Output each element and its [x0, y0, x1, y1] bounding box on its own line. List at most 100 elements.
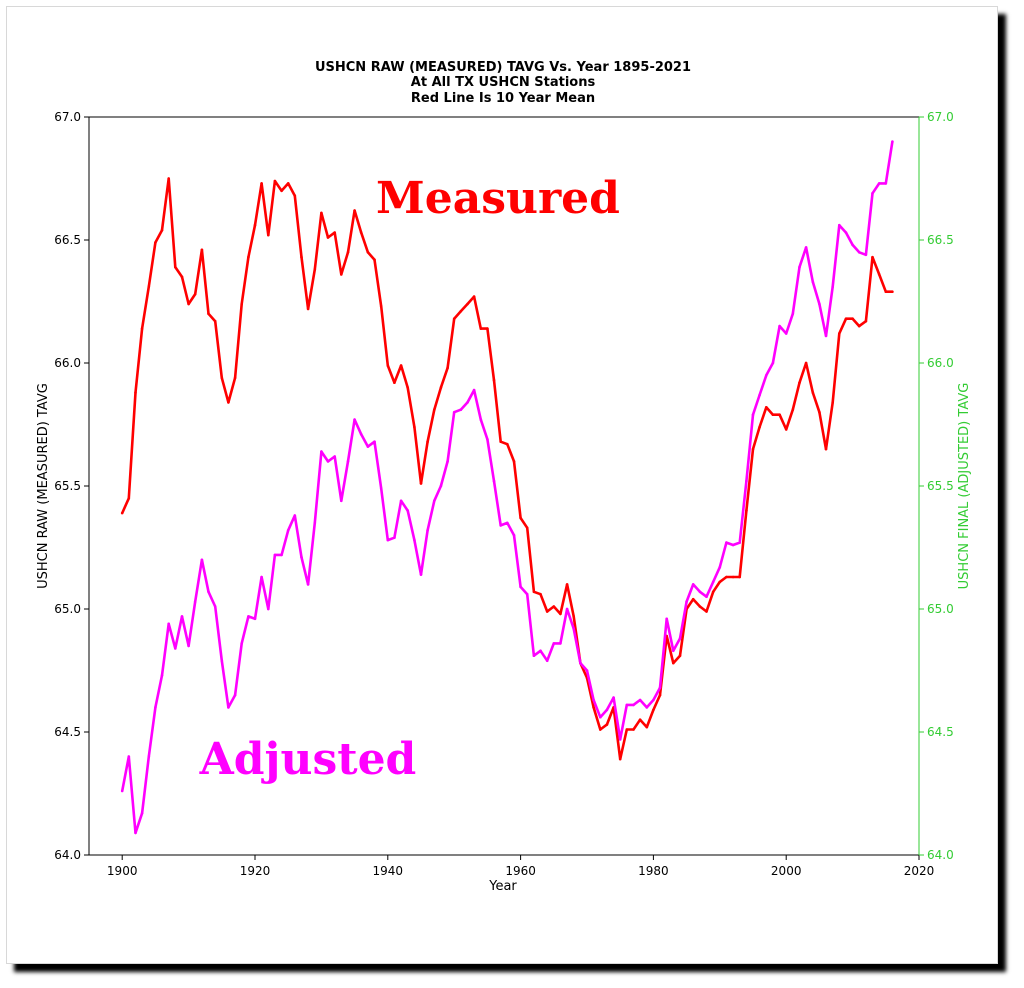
- measured-point: [625, 728, 629, 731]
- left-y-tick-label: 66.5: [54, 233, 81, 247]
- measured-point: [280, 189, 283, 193]
- measured-point: [366, 251, 370, 254]
- chart-title-line-3: Red Line Is 10 Year Mean: [411, 91, 595, 106]
- measured-point: [831, 401, 834, 404]
- measured-point: [373, 258, 376, 262]
- x-axis-label: Year: [488, 879, 517, 894]
- adjusted-point: [605, 708, 609, 712]
- chart-title-line-2: At All TX USHCN Stations: [411, 75, 596, 90]
- measured-point: [120, 511, 124, 515]
- measured-point: [213, 319, 217, 323]
- adjusted-point: [877, 182, 881, 185]
- measured-point: [393, 381, 396, 385]
- adjusted-point: [174, 647, 177, 650]
- measured-point: [160, 228, 164, 232]
- measured-point: [200, 248, 204, 252]
- adjusted-point: [180, 615, 184, 618]
- adjusted-point: [320, 450, 323, 453]
- adjusted-point: [745, 479, 748, 483]
- measured-point: [711, 590, 715, 594]
- measured-point: [512, 460, 516, 463]
- measured-point: [678, 654, 682, 657]
- adjusted-point: [472, 388, 476, 392]
- adjusted-point: [439, 484, 443, 488]
- measured-point: [359, 231, 363, 234]
- adjusted-point: [778, 324, 781, 328]
- adjusted-point: [359, 433, 363, 436]
- measured-point: [293, 194, 297, 197]
- adjusted-point: [313, 521, 317, 525]
- right-y-tick-label: 64.5: [927, 725, 954, 739]
- adjusted-point: [565, 607, 569, 611]
- adjusted-point: [725, 541, 728, 544]
- adjusted-point: [160, 674, 164, 677]
- measured-point: [559, 612, 562, 616]
- adjusted-point: [333, 455, 337, 458]
- adjusted-point: [698, 590, 702, 594]
- adjusted-point: [326, 460, 330, 463]
- adjusted-point: [545, 659, 549, 662]
- adjusted-point: [738, 541, 741, 544]
- adjusted-point: [446, 460, 449, 463]
- adjusted-point: [572, 627, 575, 630]
- adjusted-point: [213, 605, 217, 608]
- measured-point: [466, 302, 469, 306]
- adjusted-point: [804, 246, 808, 249]
- adjusted-point: [599, 715, 602, 719]
- measured-point: [499, 440, 503, 444]
- measured-point: [313, 268, 317, 271]
- measured-point: [745, 509, 748, 512]
- measured-point: [273, 179, 277, 183]
- measured-point: [134, 391, 137, 394]
- adjusted-point: [705, 595, 708, 598]
- measured-point: [784, 428, 788, 431]
- measured-point: [718, 580, 722, 584]
- measured-point: [599, 728, 602, 731]
- adjusted-point: [200, 558, 204, 562]
- figure-frame: [6, 6, 998, 964]
- x-tick-label: 1940: [373, 864, 404, 878]
- measured-point: [433, 408, 436, 412]
- left-y-axis-label: USHCN RAW (MEASURED) TAVG: [36, 383, 51, 589]
- adjusted-point: [791, 312, 795, 316]
- measured-point: [618, 757, 622, 761]
- adjusted-point: [525, 592, 529, 596]
- adjusted-point: [399, 499, 403, 503]
- x-tick-label: 2020: [904, 864, 935, 878]
- adjusted-point: [280, 553, 283, 557]
- measured-point: [605, 723, 609, 726]
- adjusted-point: [127, 755, 131, 758]
- measured-point: [705, 610, 708, 613]
- adjusted-point: [187, 644, 190, 648]
- x-tick-label: 1920: [240, 864, 271, 878]
- adjusted-point: [818, 302, 821, 306]
- adjusted-point: [838, 223, 841, 227]
- right-y-tick-label: 65.0: [927, 602, 954, 616]
- measured-point: [751, 447, 755, 451]
- measured-point: [525, 526, 529, 530]
- measured-point: [811, 391, 815, 394]
- measured-point: [738, 575, 741, 579]
- adjusted-point: [532, 654, 536, 657]
- right-y-axis-label: USHCN FINAL (ADJUSTED) TAVG: [957, 383, 972, 590]
- measured-point: [758, 425, 761, 429]
- adjusted-point: [665, 617, 668, 621]
- measured-point: [798, 381, 801, 385]
- adjusted-point: [353, 418, 356, 421]
- right-y-tick-label: 66.0: [927, 356, 954, 370]
- measured-point: [386, 364, 390, 367]
- measured-point: [379, 305, 383, 308]
- adjusted-point: [831, 285, 834, 289]
- adjusted-point: [718, 565, 722, 569]
- chart-title-line-1: USHCN RAW (MEASURED) TAVG Vs. Year 1895-…: [315, 60, 691, 75]
- measured-point: [672, 661, 675, 665]
- adjusted-point: [871, 192, 874, 195]
- adjusted-point: [240, 642, 243, 645]
- measured-point: [426, 440, 429, 444]
- adjusted-point: [579, 661, 582, 665]
- measured-point: [260, 182, 263, 185]
- adjusted-point: [147, 755, 151, 758]
- adjusted-point: [844, 231, 848, 234]
- adjusted-point: [300, 556, 303, 559]
